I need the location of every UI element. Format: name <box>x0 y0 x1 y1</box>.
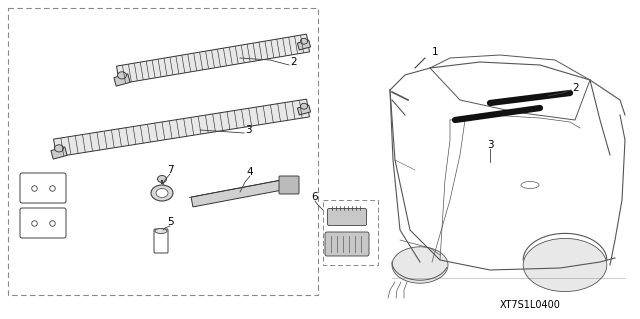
Ellipse shape <box>392 247 448 283</box>
Ellipse shape <box>118 72 127 79</box>
Text: 1: 1 <box>432 47 438 57</box>
Text: 5: 5 <box>166 217 173 227</box>
FancyBboxPatch shape <box>20 173 66 203</box>
Polygon shape <box>298 105 310 115</box>
Text: 2: 2 <box>290 57 296 67</box>
Polygon shape <box>116 34 310 84</box>
Text: 6: 6 <box>312 192 318 202</box>
Polygon shape <box>298 40 310 50</box>
Polygon shape <box>114 74 130 86</box>
Polygon shape <box>191 180 283 207</box>
FancyBboxPatch shape <box>328 209 367 226</box>
Ellipse shape <box>300 103 308 109</box>
Bar <box>8 8 318 295</box>
Text: 3: 3 <box>245 125 252 135</box>
FancyBboxPatch shape <box>325 232 369 256</box>
Ellipse shape <box>155 228 167 234</box>
Ellipse shape <box>157 175 166 182</box>
FancyBboxPatch shape <box>154 229 168 253</box>
Ellipse shape <box>521 182 539 189</box>
Polygon shape <box>54 99 309 157</box>
Ellipse shape <box>156 189 168 197</box>
Ellipse shape <box>54 145 63 152</box>
Text: 4: 4 <box>246 167 253 177</box>
Polygon shape <box>51 147 67 159</box>
FancyBboxPatch shape <box>279 176 299 194</box>
Text: 3: 3 <box>486 140 493 150</box>
Text: 7: 7 <box>166 165 173 175</box>
Ellipse shape <box>151 185 173 201</box>
Text: XT7S1L0400: XT7S1L0400 <box>500 300 561 310</box>
Ellipse shape <box>524 238 607 292</box>
Bar <box>323 200 378 265</box>
FancyBboxPatch shape <box>20 208 66 238</box>
Text: 2: 2 <box>572 83 579 93</box>
Ellipse shape <box>300 38 308 44</box>
